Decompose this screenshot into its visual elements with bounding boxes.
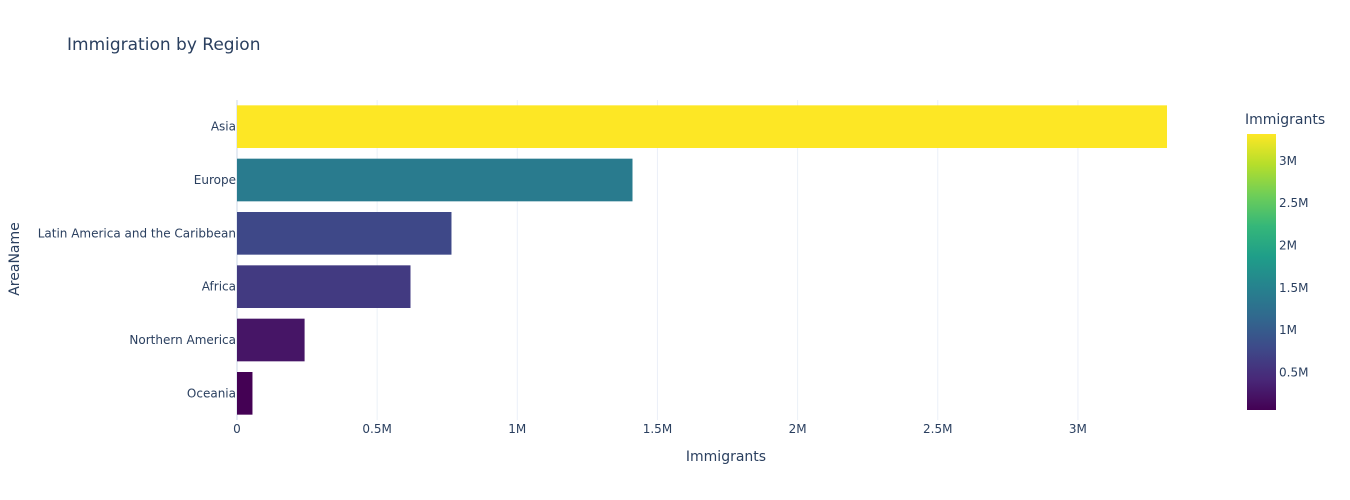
bars: [237, 105, 1167, 415]
y-axis-label: AreaName: [7, 222, 23, 296]
y-axis-ticks: Asia Europe Latin America and the Caribbea…: [38, 120, 236, 401]
x-axis-ticks: 0 0.5M 1M 1.5M 2M 2.5M 3M: [233, 422, 1087, 436]
y-tick-label: Oceania: [187, 386, 236, 400]
bar-oceania: [237, 372, 253, 415]
bar-latin-america-and-the-caribbean: [237, 212, 452, 255]
y-tick-label: Northern America: [129, 333, 236, 347]
bar-northern-america: [237, 318, 305, 362]
x-tick-label: 1M: [508, 422, 526, 436]
bar-asia: [237, 105, 1167, 148]
x-tick-label: 3M: [1069, 422, 1087, 436]
colorbar-tick-label: 3M: [1279, 154, 1297, 168]
bar-europe: [237, 158, 633, 202]
y-tick-label: Africa: [202, 280, 236, 294]
bar-africa: [237, 265, 411, 308]
x-tick-label: 0.5M: [362, 422, 391, 436]
x-tick-label: 0: [233, 422, 241, 436]
chart-title: Immigration by Region: [67, 35, 260, 55]
colorbar-tick-label: 0.5M: [1279, 365, 1308, 379]
x-tick-label: 2.5M: [923, 422, 952, 436]
x-axis-label: Immigrants: [686, 449, 766, 465]
colorbar-title: Immigrants: [1245, 112, 1325, 128]
y-tick-label: Latin America and the Caribbean: [38, 226, 236, 240]
x-tick-label: 2M: [789, 422, 807, 436]
y-tick-label: Europe: [194, 173, 236, 187]
colorbar-tick-label: 1.5M: [1279, 281, 1308, 295]
colorbar-tick-label: 2.5M: [1279, 196, 1308, 210]
gridlines: [236, 100, 1079, 420]
colorbar: Immigrants 0.5M 1M 1.5M 2M 2.5M 3M: [1245, 112, 1325, 410]
colorbar-gradient: [1247, 134, 1276, 410]
y-tick-label: Asia: [211, 120, 236, 134]
colorbar-tick-label: 1M: [1279, 323, 1297, 337]
colorbar-tick-label: 2M: [1279, 238, 1297, 252]
x-tick-label: 1.5M: [643, 422, 672, 436]
colorbar-ticks: 0.5M 1M 1.5M 2M 2.5M 3M: [1279, 154, 1308, 379]
